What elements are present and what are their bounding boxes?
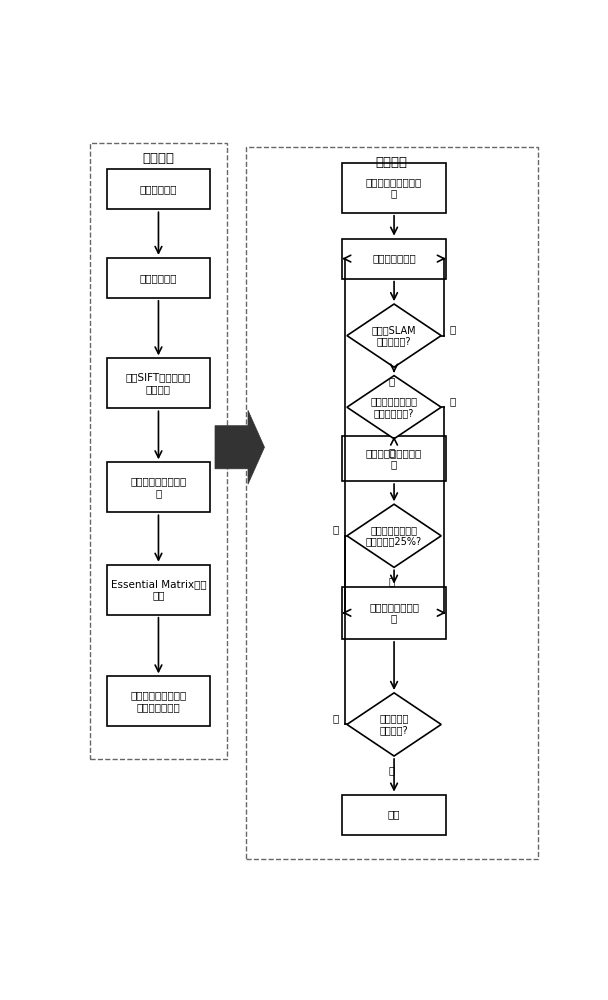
Bar <box>90 143 227 759</box>
Text: 处理未计算位置的点
云: 处理未计算位置的点 云 <box>366 448 422 470</box>
Text: 结束: 结束 <box>388 810 400 820</box>
Polygon shape <box>347 693 441 756</box>
Text: 全局光束平滑调整
否: 全局光束平滑调整 否 <box>369 602 419 624</box>
Bar <box>106 258 210 298</box>
Text: 是否有图片
未被重建?: 是否有图片 未被重建? <box>379 714 409 735</box>
Bar <box>342 239 446 279</box>
Bar <box>342 436 446 481</box>
Text: 否: 否 <box>389 765 395 775</box>
Bar <box>106 676 210 726</box>
Polygon shape <box>347 376 441 439</box>
Text: 是: 是 <box>389 448 395 458</box>
Bar <box>106 462 210 512</box>
Bar <box>342 587 446 639</box>
Polygon shape <box>347 304 441 367</box>
Polygon shape <box>347 504 441 567</box>
Text: 否: 否 <box>332 525 339 535</box>
Text: 计算相似图片两两匹
配: 计算相似图片两两匹 配 <box>130 476 187 498</box>
Bar <box>342 163 446 213</box>
Text: 否: 否 <box>450 396 456 406</box>
Bar <box>342 795 446 835</box>
Polygon shape <box>215 410 264 484</box>
Text: 前端模块: 前端模块 <box>142 152 174 165</box>
Text: 双目相机标定: 双目相机标定 <box>140 184 177 194</box>
Text: 是否有SLAM
的求解姿态?: 是否有SLAM 的求解姿态? <box>371 325 416 346</box>
Text: 选择下一帧图片: 选择下一帧图片 <box>372 254 416 264</box>
Text: 构建局部初始稀疏地
图: 构建局部初始稀疏地 图 <box>366 177 422 199</box>
Bar <box>106 565 210 615</box>
Bar <box>106 169 210 209</box>
Text: 采集场景样本: 采集场景样本 <box>140 273 177 283</box>
Text: 否: 否 <box>450 324 456 334</box>
Text: 是: 是 <box>389 576 395 586</box>
Text: 是: 是 <box>332 713 339 723</box>
Bar <box>246 147 538 859</box>
Text: 提取SIFT视觉特征点
及描述子: 提取SIFT视觉特征点 及描述子 <box>126 373 191 394</box>
Text: Essential Matrix外点
剔除: Essential Matrix外点 剔除 <box>111 579 206 600</box>
Bar <box>106 358 210 408</box>
Text: 是否与上一帧图片
相对姿态近似?: 是否与上一帧图片 相对姿态近似? <box>370 396 418 418</box>
Text: 是: 是 <box>389 376 395 386</box>
Text: 保存每个地图点在图
片中出现的位置: 保存每个地图点在图 片中出现的位置 <box>130 691 187 712</box>
Text: 后端模块: 后端模块 <box>376 156 408 169</box>
Text: 新增点云数量是否
大于现有的25%?: 新增点云数量是否 大于现有的25%? <box>366 525 422 547</box>
